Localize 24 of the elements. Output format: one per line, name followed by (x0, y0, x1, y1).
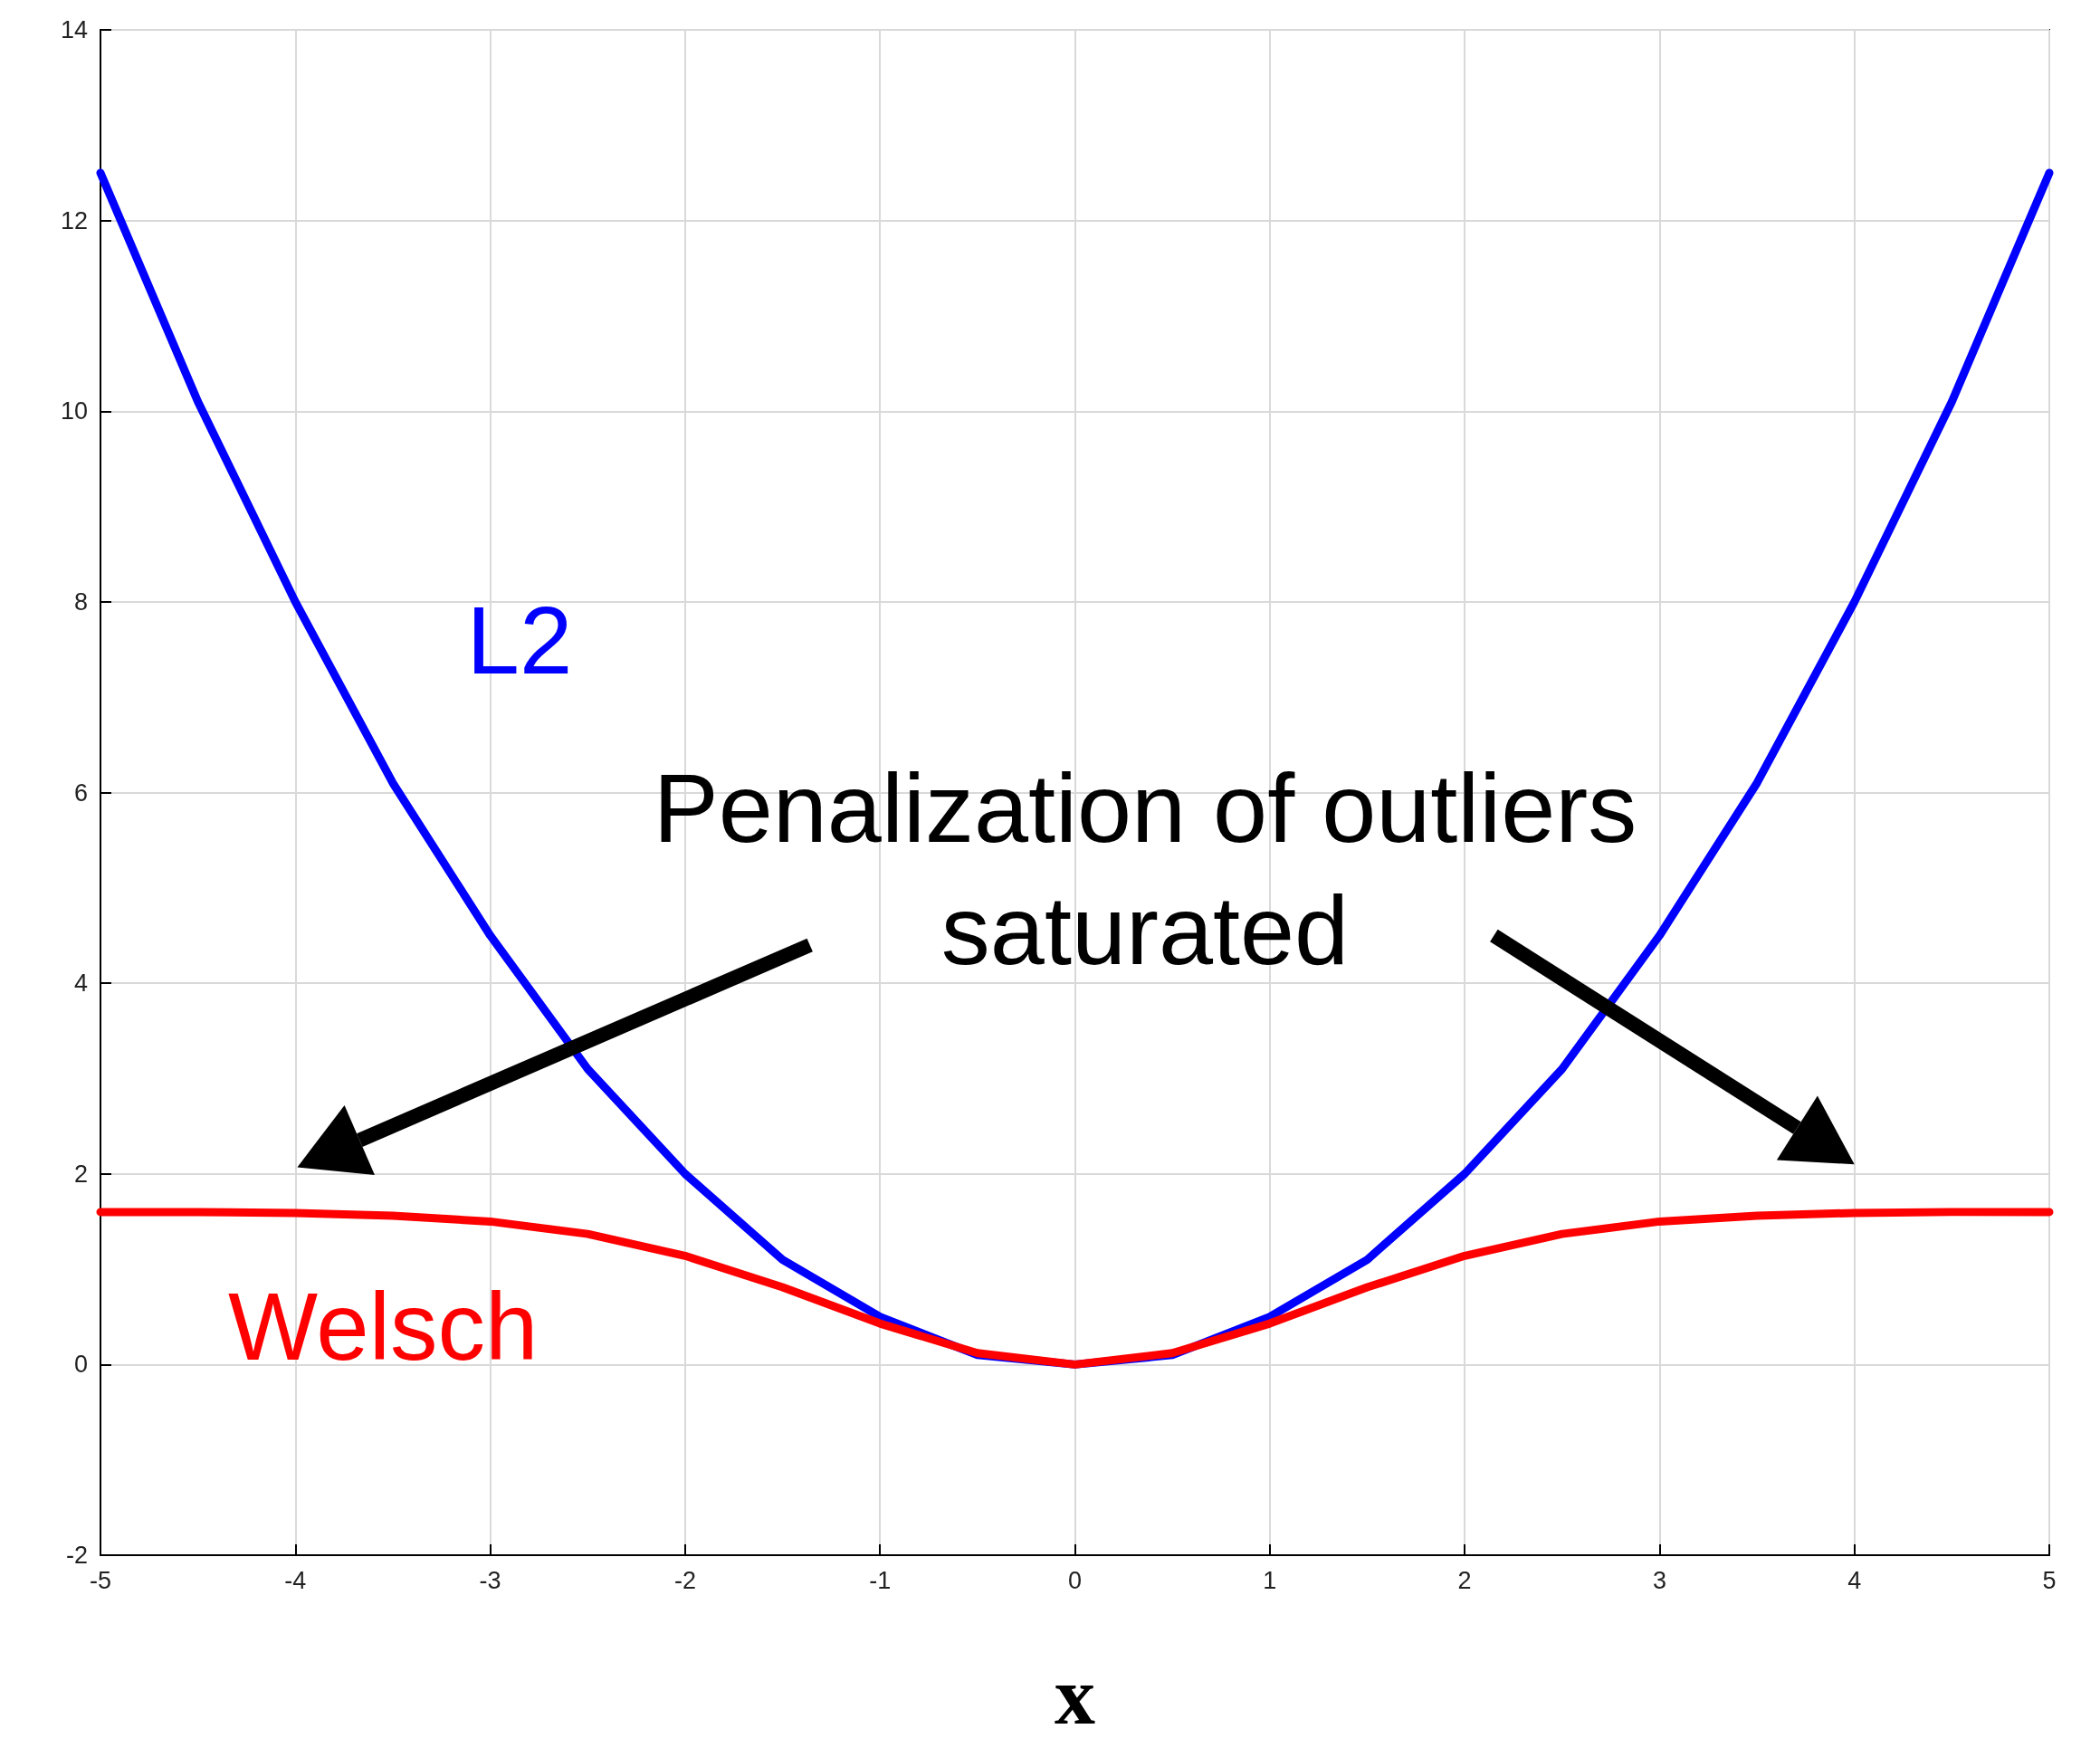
x-tick-label: -5 (89, 1566, 112, 1594)
y-tick-label: 10 (60, 397, 88, 425)
annotation: Penalization of outliers saturated (653, 752, 1637, 985)
x-tick-label: 1 (1263, 1566, 1277, 1594)
x-tick-label: -4 (284, 1566, 307, 1594)
y-tick-label: 4 (73, 970, 88, 998)
series-label: Welsch (228, 1273, 539, 1380)
x-tick-label: 0 (1067, 1566, 1083, 1594)
y-tick-label: 2 (73, 1160, 88, 1188)
series-label: L2 (466, 587, 573, 693)
y-tick-label: 0 (73, 1351, 88, 1379)
y-tick-label: 8 (73, 587, 88, 616)
y-tick-label: -2 (65, 1542, 88, 1569)
x-tick-label: 2 (1457, 1566, 1472, 1594)
x-axis-title: x (1055, 1650, 1095, 1741)
y-tick-label: 14 (60, 16, 88, 43)
x-tick-label: -3 (479, 1566, 501, 1594)
x-tick-label: 3 (1652, 1566, 1666, 1594)
y-tick-label: 6 (73, 778, 88, 807)
x-tick-label: -1 (869, 1566, 892, 1594)
x-tick-label: 5 (2042, 1566, 2057, 1594)
x-tick-label: -2 (673, 1566, 696, 1594)
x-tick-label: 4 (1847, 1566, 1862, 1594)
y-tick-label: 12 (60, 206, 88, 234)
